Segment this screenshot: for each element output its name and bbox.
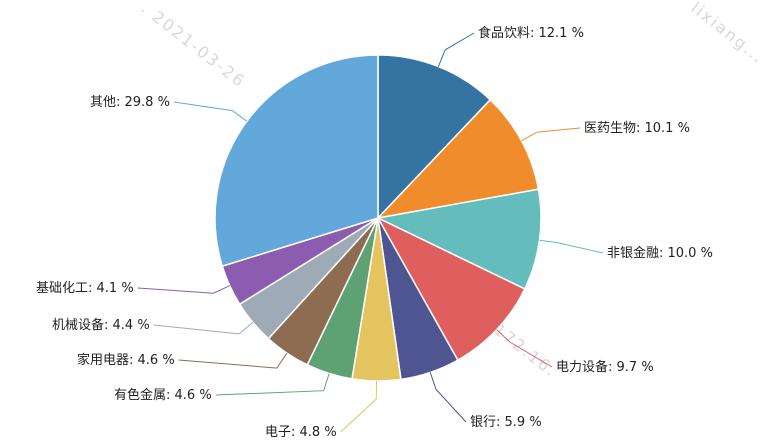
pie-slice-3 xyxy=(375,188,542,290)
slice-label-2: 医药生物: 10.1 % xyxy=(584,121,690,136)
leader-line-7 xyxy=(215,373,330,396)
leader-line-3 xyxy=(539,239,604,254)
slice-label-10: 基础化工: 4.1 % xyxy=(36,281,134,296)
pie-slices xyxy=(214,54,542,382)
leader-line-4 xyxy=(496,329,553,368)
slice-label-4: 电力设备: 9.7 % xyxy=(556,359,654,375)
slice-label-1: 食品饮料: 12.1 % xyxy=(478,25,584,41)
slice-label-9: 机械设备: 4.4 % xyxy=(52,317,150,333)
leader-line-1 xyxy=(437,32,475,67)
leader-line-5 xyxy=(429,372,467,423)
leader-line-8 xyxy=(178,352,288,369)
watermark-1: . 2021-03-26 xyxy=(138,0,250,91)
leader-line-6 xyxy=(340,380,377,433)
leader-line-10 xyxy=(137,285,230,294)
leader-line-9 xyxy=(153,322,254,335)
slice-labels: 食品饮料: 12.1 % 医药生物: 10.1 % 非银金融: 10.0 % 电力设备… xyxy=(36,25,713,440)
leader-line-2 xyxy=(521,127,581,142)
pie-slice-11 xyxy=(214,54,379,268)
slice-label-7: 有色金属: 4.6 % xyxy=(114,387,212,403)
watermark-2: lixiang... xyxy=(688,0,769,67)
leader-line-11 xyxy=(173,101,248,122)
pie-slice-1 xyxy=(377,54,492,220)
slice-label-5: 银行: 5.9 % xyxy=(470,415,542,430)
slice-label-3: 非银金融: 10.0 % xyxy=(607,245,713,261)
slice-label-11: 其他: 29.8 % xyxy=(90,95,170,110)
slice-label-8: 家用电器: 4.6 % xyxy=(77,352,175,368)
leader-lines xyxy=(137,32,604,433)
slice-label-6: 电子: 4.8 % xyxy=(265,425,337,440)
